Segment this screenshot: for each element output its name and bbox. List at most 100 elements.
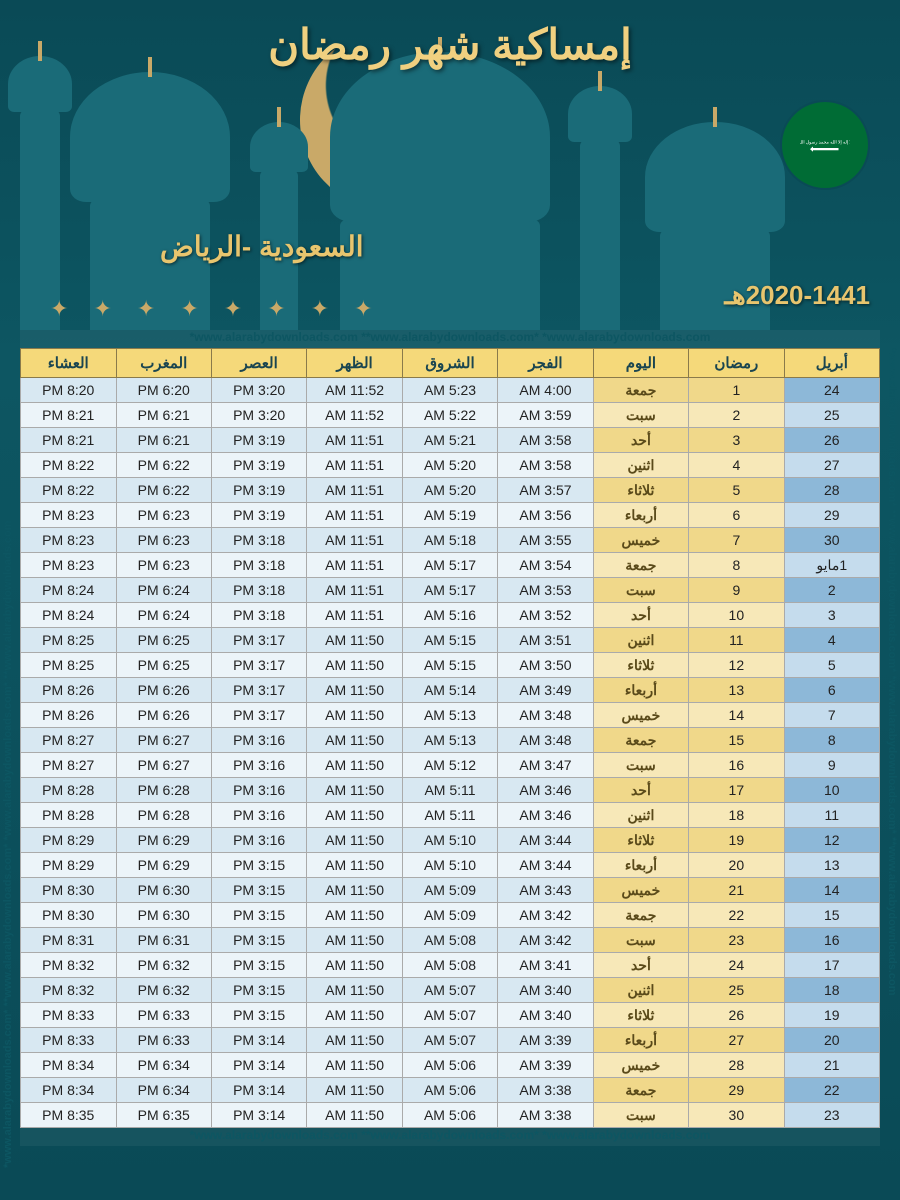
cell: 8:20 PM: [21, 378, 117, 403]
cell: 13: [784, 853, 879, 878]
cell: سبت: [593, 403, 688, 428]
table-row: 310أحد3:52 AM5:16 AM11:51 AM3:18 PM6:24 …: [21, 603, 880, 628]
cell: 11:50 AM: [307, 953, 402, 978]
cell: 17: [784, 953, 879, 978]
cell: 6:23 PM: [116, 503, 211, 528]
cell: 3:15 PM: [211, 928, 306, 953]
cell: 6:21 PM: [116, 403, 211, 428]
cell: 23: [689, 928, 784, 953]
cell: 12: [784, 828, 879, 853]
cell: أربعاء: [593, 678, 688, 703]
cell: 12: [689, 653, 784, 678]
watermark-bottom: *www.alarabydownloads.com **www.alarabyd…: [20, 1128, 880, 1146]
cell: 11:51 AM: [307, 453, 402, 478]
cell: ثلاثاء: [593, 1003, 688, 1028]
cell: 3:56 AM: [498, 503, 593, 528]
col-header: الفجر: [498, 349, 593, 378]
cell: 6:23 PM: [116, 528, 211, 553]
cell: 3:41 AM: [498, 953, 593, 978]
cell: 23: [784, 1103, 879, 1128]
cell: أحد: [593, 953, 688, 978]
cell: 1مايو: [784, 553, 879, 578]
table-row: 1825اثنين3:40 AM5:07 AM11:50 AM3:15 PM6:…: [21, 978, 880, 1003]
table-row: 1926ثلاثاء3:40 AM5:07 AM11:50 AM3:15 PM6…: [21, 1003, 880, 1028]
cell: 13: [689, 678, 784, 703]
cell: 5:10 AM: [402, 828, 497, 853]
cell: 28: [689, 1053, 784, 1078]
cell: 1: [689, 378, 784, 403]
cell: 11: [784, 803, 879, 828]
table-header-row: أبريلرمضاناليومالفجرالشروقالظهرالعصرالمغ…: [21, 349, 880, 378]
cell: 11:51 AM: [307, 478, 402, 503]
cell: 3:15 PM: [211, 953, 306, 978]
cell: 21: [689, 878, 784, 903]
cell: 3:18 PM: [211, 603, 306, 628]
cell: 5:15 AM: [402, 628, 497, 653]
cell: 6:30 PM: [116, 903, 211, 928]
cell: 3:16 PM: [211, 778, 306, 803]
cell: 21: [784, 1053, 879, 1078]
cell: جمعة: [593, 1078, 688, 1103]
cell: 5:10 AM: [402, 853, 497, 878]
cell: 6:32 PM: [116, 978, 211, 1003]
cell: 11:51 AM: [307, 578, 402, 603]
cell: 8:27 PM: [21, 753, 117, 778]
cell: 3:40 AM: [498, 1003, 593, 1028]
cell: 22: [784, 1078, 879, 1103]
cell: 16: [689, 753, 784, 778]
cell: 3:58 AM: [498, 428, 593, 453]
cell: 8:26 PM: [21, 678, 117, 703]
year-label: 2020-1441هـ: [724, 280, 870, 311]
header-decor: ✦ ✦ ✦ ✦ ✦ ✦ ✦ ✦ إمساكية شهر رمضان لا إله…: [0, 0, 900, 330]
star-icon: ✦: [50, 296, 68, 322]
table-row: 252سبت3:59 AM5:22 AM11:52 AM3:20 PM6:21 …: [21, 403, 880, 428]
cell: 14: [784, 878, 879, 903]
cell: 3:39 AM: [498, 1053, 593, 1078]
cell: 7: [784, 703, 879, 728]
cell: 5:06 AM: [402, 1078, 497, 1103]
cell: 3:20 PM: [211, 403, 306, 428]
cell: سبت: [593, 578, 688, 603]
cell: 9: [689, 578, 784, 603]
cell: 3:48 AM: [498, 703, 593, 728]
cell: 10: [689, 603, 784, 628]
cell: 3:14 PM: [211, 1053, 306, 1078]
cell: سبت: [593, 928, 688, 953]
table-row: 815جمعة3:48 AM5:13 AM11:50 AM3:16 PM6:27…: [21, 728, 880, 753]
table-row: 2330سبت3:38 AM5:06 AM11:50 AM3:14 PM6:35…: [21, 1103, 880, 1128]
cell: 3:53 AM: [498, 578, 593, 603]
cell: 5:09 AM: [402, 903, 497, 928]
table-row: 274اثنين3:58 AM5:20 AM11:51 AM3:19 PM6:2…: [21, 453, 880, 478]
table-row: 1320أربعاء3:44 AM5:10 AM11:50 AM3:15 PM6…: [21, 853, 880, 878]
col-header: العصر: [211, 349, 306, 378]
cell: 11:50 AM: [307, 803, 402, 828]
cell: 20: [689, 853, 784, 878]
cell: 11:50 AM: [307, 703, 402, 728]
cell: 3:14 PM: [211, 1103, 306, 1128]
table-row: 714خميس3:48 AM5:13 AM11:50 AM3:17 PM6:26…: [21, 703, 880, 728]
cell: 26: [784, 428, 879, 453]
cell: 3:16 PM: [211, 803, 306, 828]
cell: 5:07 AM: [402, 1003, 497, 1028]
cell: 8:28 PM: [21, 778, 117, 803]
cell: 3:40 AM: [498, 978, 593, 1003]
cell: 3:16 PM: [211, 728, 306, 753]
cell: 25: [689, 978, 784, 1003]
cell: أربعاء: [593, 853, 688, 878]
cell: جمعة: [593, 378, 688, 403]
cell: ثلاثاء: [593, 478, 688, 503]
cell: 11:50 AM: [307, 1053, 402, 1078]
cell: 5:22 AM: [402, 403, 497, 428]
prayer-times-table: أبريلرمضاناليومالفجرالشروقالظهرالعصرالمغ…: [20, 348, 880, 1128]
col-header: اليوم: [593, 349, 688, 378]
cell: 29: [689, 1078, 784, 1103]
table-row: 1مايو8جمعة3:54 AM5:17 AM11:51 AM3:18 PM6…: [21, 553, 880, 578]
cell: 6:29 PM: [116, 828, 211, 853]
cell: 11:50 AM: [307, 928, 402, 953]
cell: 8:32 PM: [21, 978, 117, 1003]
cell: 11:50 AM: [307, 828, 402, 853]
cell: 29: [784, 503, 879, 528]
cell: 5:09 AM: [402, 878, 497, 903]
col-header: العشاء: [21, 349, 117, 378]
svg-text:لا إله إلا الله محمد رسول الله: لا إله إلا الله محمد رسول الله: [800, 140, 850, 146]
